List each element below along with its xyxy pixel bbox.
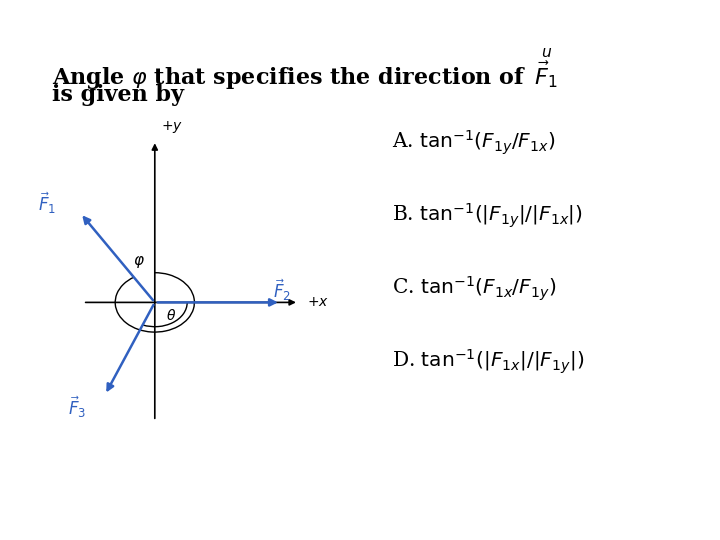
Text: is given by: is given by [52, 84, 184, 106]
Text: C. $\mathrm{tan}^{-1}(F_{1x}/F_{1y})$: C. $\mathrm{tan}^{-1}(F_{1x}/F_{1y})$ [392, 275, 557, 303]
Text: $\theta$: $\theta$ [166, 308, 176, 323]
Text: $\vec{F}_3$: $\vec{F}_3$ [68, 394, 86, 420]
Text: D. $\mathrm{tan}^{-1}(|F_{1x}|/|F_{1y}|)$: D. $\mathrm{tan}^{-1}(|F_{1x}|/|F_{1y}|)… [392, 348, 585, 376]
Text: Angle $\varphi$ that specifies the direction of $\,\overset{u}{\vec{F}_1}$: Angle $\varphi$ that specifies the direc… [52, 46, 558, 92]
Text: $+x$: $+x$ [307, 295, 329, 309]
Text: A. $\mathrm{tan}^{-1}(F_{1y}/F_{1x})$: A. $\mathrm{tan}^{-1}(F_{1y}/F_{1x})$ [392, 129, 556, 157]
Text: B. $\mathrm{tan}^{-1}(|F_{1y}|/|F_{1x}|)$: B. $\mathrm{tan}^{-1}(|F_{1y}|/|F_{1x}|)… [392, 202, 583, 230]
Text: $\vec{F}_1$: $\vec{F}_1$ [37, 191, 55, 216]
Text: $\vec{F}_2$: $\vec{F}_2$ [274, 278, 291, 303]
Text: $\varphi$: $\varphi$ [133, 254, 145, 271]
Text: $+y$: $+y$ [161, 119, 183, 135]
